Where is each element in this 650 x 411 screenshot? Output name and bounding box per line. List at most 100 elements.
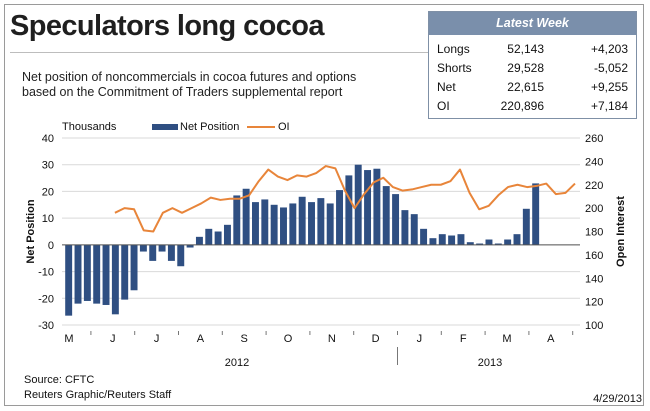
legend-label-net-position: Net Position — [180, 121, 239, 133]
x-tick-month: A — [197, 333, 205, 345]
row-label: Longs — [437, 42, 470, 56]
legend-swatch-net-position — [152, 124, 178, 130]
net-position-bar — [298, 196, 306, 245]
net-position-bar — [354, 164, 362, 245]
net-position-bar — [392, 194, 400, 245]
net-position-bar — [448, 235, 456, 245]
y-tick-left: -20 — [38, 293, 54, 305]
row-label: Shorts — [437, 61, 472, 75]
net-position-bar — [214, 231, 222, 245]
net-position-bar — [261, 199, 269, 245]
y-axis-title-left: Net Position — [25, 199, 37, 263]
y-tick-left: 10 — [42, 213, 54, 225]
net-position-bar — [532, 183, 540, 245]
net-position-bar — [401, 210, 409, 245]
net-position-bar — [289, 203, 297, 245]
row-value: 29,528 — [507, 61, 544, 75]
row-value: 220,896 — [500, 99, 544, 113]
net-position-bar — [504, 239, 512, 245]
x-tick-month: N — [328, 333, 336, 345]
latest-week-panel: Latest Week Longs 52,143 +4,203 Shorts 2… — [428, 11, 637, 119]
row-label: Net — [437, 80, 456, 94]
net-position-bar — [410, 214, 418, 245]
page-title: Speculators long cocoa — [10, 10, 325, 42]
net-position-bar — [494, 243, 502, 245]
x-tick-month: S — [241, 333, 248, 345]
subtitle-line-1: Net position of noncommercials in cocoa … — [22, 70, 357, 84]
net-position-bar — [93, 244, 101, 304]
net-position-bar — [382, 186, 390, 245]
y-axis-title-right: Open Interest — [615, 196, 627, 267]
net-position-bar — [466, 242, 474, 245]
net-position-bar — [223, 224, 231, 245]
x-tick-month: J — [110, 333, 116, 345]
latest-week-row-shorts: Shorts 29,528 -5,052 — [429, 59, 636, 78]
latest-week-row-net: Net 22,615 +9,255 — [429, 78, 636, 97]
net-position-bar — [345, 175, 353, 245]
x-tick-month: O — [284, 333, 293, 345]
footer: Source: CFTC Reuters Graphic/Reuters Sta… — [24, 373, 171, 403]
net-position-bar — [438, 234, 446, 245]
row-change: +7,184 — [590, 99, 628, 113]
oi-line — [114, 165, 576, 233]
net-position-bar — [158, 244, 166, 252]
net-position-bar — [513, 234, 521, 245]
net-position-bar — [205, 228, 213, 245]
subtitle: Net position of noncommercials in cocoa … — [22, 70, 356, 100]
source-label: Source: CFTC — [24, 374, 95, 386]
net-position-bar — [270, 204, 278, 245]
net-position-bar — [167, 244, 175, 261]
subtitle-line-2: based on the Commitment of Traders suppl… — [22, 85, 343, 99]
row-change: -5,052 — [593, 61, 628, 75]
row-change: +9,255 — [590, 80, 628, 94]
net-position-bar — [429, 238, 437, 245]
y-tick-right: 260 — [585, 133, 603, 145]
y-tick-right: 120 — [585, 297, 603, 309]
y-tick-right: 100 — [585, 320, 603, 332]
net-position-bar — [485, 239, 493, 245]
latest-week-row-oi: OI 220,896 +7,184 — [429, 97, 636, 116]
net-position-bar — [195, 236, 203, 245]
title-divider — [10, 52, 430, 53]
y-tick-left: -30 — [38, 320, 54, 332]
y-tick-right: 220 — [585, 180, 603, 192]
net-position-bar — [177, 244, 185, 267]
net-position-bar — [111, 244, 119, 315]
net-position-bar — [149, 244, 157, 261]
net-position-bar — [139, 244, 147, 252]
net-position-bar — [102, 244, 110, 305]
latest-week-row-longs: Longs 52,143 +4,203 — [429, 40, 636, 59]
units-label: Thousands — [62, 121, 117, 133]
net-position-bar — [252, 202, 259, 245]
x-tick-month: A — [547, 333, 555, 345]
row-label: OI — [437, 99, 450, 113]
x-year-label: 2012 — [225, 357, 249, 369]
row-value: 52,143 — [507, 42, 544, 56]
net-position-bar — [121, 244, 129, 300]
y-tick-left: 20 — [42, 186, 54, 198]
net-position-bar — [308, 202, 315, 245]
x-tick-month: J — [154, 333, 160, 345]
x-tick-month: J — [417, 333, 423, 345]
credit-label: Reuters Graphic/Reuters Staff — [24, 389, 172, 401]
row-value: 22,615 — [507, 80, 544, 94]
net-position-bar — [420, 228, 428, 245]
net-position-bar — [457, 234, 465, 245]
y-tick-left: -10 — [38, 267, 54, 279]
x-tick-month: F — [460, 333, 467, 345]
net-position-bar — [317, 198, 325, 245]
net-position-bar — [373, 168, 381, 245]
y-tick-right: 180 — [585, 227, 603, 239]
y-tick-right: 160 — [585, 250, 603, 262]
legend-label-oi: OI — [278, 121, 290, 133]
x-year-label: 2013 — [478, 357, 502, 369]
net-position-bar — [280, 207, 287, 245]
net-position-bar — [65, 244, 73, 316]
latest-week-header: Latest Week — [429, 12, 636, 35]
net-position-bar — [233, 195, 241, 245]
x-tick-month: M — [502, 333, 511, 345]
y-tick-right: 140 — [585, 273, 603, 285]
net-position-bar — [130, 244, 138, 291]
y-tick-right: 240 — [585, 156, 603, 168]
